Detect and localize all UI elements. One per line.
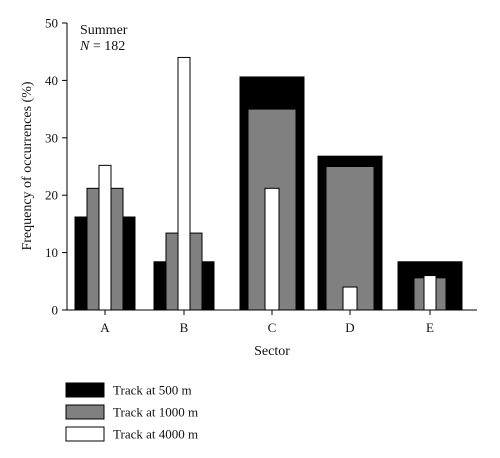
legend-swatch-1 [65,382,105,398]
x-tick-label-a: A [100,320,110,335]
y-axis-title: Frequency of occurrences (%) [20,81,35,250]
y-tick-label-10: 10 [45,245,58,260]
x-tick-label-c: C [268,320,277,335]
legend-label-2: Track at 1000 m [113,405,198,420]
bar-c-series3 [264,187,280,311]
annotation-n-symbol: N [79,39,90,54]
legend: Track at 500 m Track at 1000 m Track at 40… [65,382,198,442]
y-tick-label-20: 20 [45,188,58,203]
bar-b-series1-1 [153,261,167,311]
bar-a-series1-5 [122,216,136,311]
y-tick-label-30: 30 [45,130,58,145]
y-tick-label-40: 40 [45,73,58,88]
legend-label-1: Track at 500 m [113,383,192,398]
legend-label-3: Track at 4000 m [113,427,198,442]
bar-a-series1-1 [74,216,88,311]
bar-b-series2-4 [189,232,203,311]
bar-d-series3 [342,286,358,311]
bar-a-series2-4 [110,187,124,311]
x-tick-label-d: D [345,320,354,335]
bar-b-series2-2 [165,232,179,311]
bar-e-series3 [423,275,437,311]
x-axis-title: Sector [254,344,290,359]
y-tick-label-50: 50 [45,16,58,31]
bar-d-series2 [325,166,375,311]
bar-b-series3-3 [177,56,191,311]
y-axis: 0 10 20 30 40 50 [45,16,68,318]
bar-a-series3-3 [98,164,112,311]
annotation-n-value: = 182 [89,39,125,54]
annotation-sample-size: N = 182 [79,39,125,54]
bar-a-series2-2 [86,187,100,311]
y-tick-label-0: 0 [52,303,59,318]
x-tick-label-e: E [426,320,434,335]
bar-b-series1-5 [201,261,215,311]
plot-area [74,56,463,311]
x-tick-label-b: B [180,320,189,335]
annotation-season: Summer [80,23,128,38]
legend-swatch-3 [65,426,105,442]
legend-swatch-2 [65,404,105,420]
x-axis: A B C D E [67,309,477,335]
